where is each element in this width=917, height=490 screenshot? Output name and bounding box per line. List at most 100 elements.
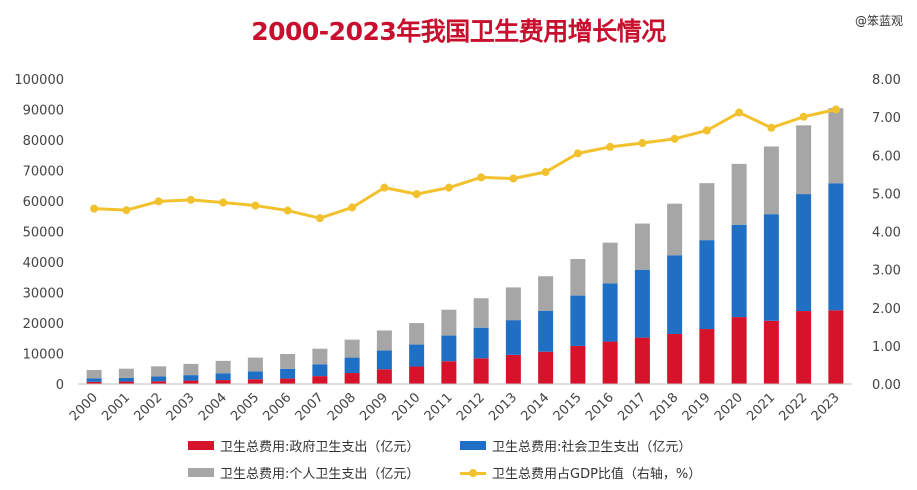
bar-segment-social <box>634 269 650 338</box>
bar-segment-social <box>312 364 328 377</box>
gdp-ratio-point <box>799 112 808 121</box>
legend-label-government: 卫生总费用:政府卫生支出（亿元） <box>220 440 420 455</box>
chart-title: 2000-2023年我国卫生费用增长情况 <box>251 17 666 46</box>
bar-segment-personal <box>699 183 715 241</box>
legend-item-personal: 卫生总费用:个人卫生支出（亿元） <box>188 463 460 482</box>
legend-label-gdp-ratio: 卫生总费用占GDP比值（右轴，%） <box>492 467 702 482</box>
bar-segment-personal <box>247 357 263 372</box>
x-tick-label: 2010 <box>389 390 423 424</box>
left-tick-label: 30000 <box>23 287 64 302</box>
bar-segment-social <box>763 214 779 321</box>
x-tick-label: 2018 <box>647 390 681 424</box>
bar-segment-social <box>699 240 715 330</box>
bar-segment-government <box>312 376 328 384</box>
legend-swatch-social <box>460 441 486 450</box>
bar-segment-social <box>796 194 812 312</box>
bar-segment-government <box>473 358 489 384</box>
gdp-ratio-point <box>541 168 550 177</box>
bar-segment-social <box>151 376 167 382</box>
gdp-ratio-point <box>219 198 228 207</box>
bar-segment-social <box>118 377 134 382</box>
bar-segment-government <box>247 379 263 384</box>
bar-segment-personal <box>505 287 521 321</box>
x-tick-label: 2012 <box>454 390 488 424</box>
gdp-ratio-point <box>573 149 582 158</box>
x-tick-label: 2009 <box>357 390 391 424</box>
gdp-ratio-point <box>702 126 711 135</box>
bar-segment-personal <box>538 276 554 311</box>
x-tick-label: 2022 <box>776 390 810 424</box>
left-axis: 0 10000 20000 30000 40000 50000 60000 70000 8000… <box>14 73 64 393</box>
x-tick-label: 2019 <box>680 390 714 424</box>
bar-segment-personal <box>570 259 586 296</box>
right-tick-label: 7.00 <box>872 111 901 126</box>
gdp-ratio-point <box>122 206 131 215</box>
gdp-ratio-point <box>315 214 324 223</box>
x-tick-label: 2016 <box>583 390 617 424</box>
gdp-ratio-line <box>94 108 837 220</box>
gdp-ratio-point <box>90 204 99 213</box>
legend-item-gdp-ratio: 卫生总费用占GDP比值（右轴，%） <box>460 463 748 482</box>
x-tick-label: 2014 <box>518 390 552 424</box>
bar-segment-government <box>280 378 296 384</box>
x-tick-label: 2005 <box>228 390 262 424</box>
legend-swatch-government <box>188 441 214 450</box>
gdp-ratio-point <box>735 108 744 117</box>
gdp-ratio-point <box>412 190 421 199</box>
left-tick-label: 20000 <box>23 317 64 332</box>
gdp-ratio-point <box>251 201 260 210</box>
x-tick-label: 2013 <box>486 390 520 424</box>
x-tick-label: 2000 <box>67 390 101 424</box>
bar-segment-government <box>441 361 457 384</box>
x-axis: 2000200120022003200420052006200720082009… <box>67 383 852 424</box>
legend-label-social: 卫生总费用:社会卫生支出（亿元） <box>492 440 692 455</box>
legend-swatch-personal <box>188 468 214 477</box>
right-tick-label: 0.00 <box>872 378 901 393</box>
bar-segment-personal <box>86 370 102 379</box>
bar-segment-personal <box>667 203 683 256</box>
bar-segment-government <box>151 381 167 384</box>
gdp-ratio-point <box>606 142 615 151</box>
gdp-ratio-point <box>767 123 776 132</box>
bar-segment-personal <box>602 242 618 284</box>
x-tick-label: 2020 <box>712 390 746 424</box>
bar-segment-personal <box>183 363 199 376</box>
bar-segment-personal <box>634 223 650 270</box>
x-tick-label: 2021 <box>744 390 778 424</box>
bar-segment-personal <box>473 298 489 328</box>
left-tick-label: 60000 <box>23 195 64 210</box>
right-tick-label: 2.00 <box>872 302 901 317</box>
bar-segment-personal <box>344 339 360 358</box>
bar-segment-social <box>215 373 231 381</box>
left-tick-label: 100000 <box>14 73 64 88</box>
gdp-ratio-point <box>444 183 453 192</box>
bar-segment-social <box>376 350 392 370</box>
right-tick-label: 4.00 <box>872 226 901 241</box>
bar-segment-government <box>215 380 231 384</box>
bar-segment-government <box>763 320 779 384</box>
bar-segment-personal <box>828 108 844 184</box>
bar-segment-government <box>409 366 425 384</box>
legend: 卫生总费用:政府卫生支出（亿元） 卫生总费用:社会卫生支出（亿元） 卫生总费用:… <box>188 436 748 482</box>
x-tick-label: 2004 <box>196 390 230 424</box>
bar-segment-social <box>570 295 586 346</box>
x-tick-label: 2008 <box>325 390 359 424</box>
bar-segment-social <box>731 224 747 318</box>
bar-segment-social <box>538 310 554 352</box>
bar-segment-social <box>441 335 457 362</box>
right-tick-label: 1.00 <box>872 340 901 355</box>
x-tick-label: 2001 <box>99 390 133 424</box>
bar-segment-social <box>183 375 199 381</box>
bar-segment-government <box>796 311 812 384</box>
gdp-ratio-point <box>509 174 518 183</box>
bar-segment-personal <box>215 360 231 374</box>
bar-segment-personal <box>151 366 167 377</box>
x-tick-label: 2003 <box>164 390 198 424</box>
x-tick-label: 2011 <box>422 390 456 424</box>
legend-item-government: 卫生总费用:政府卫生支出（亿元） <box>188 436 460 455</box>
bar-segment-personal <box>731 163 747 225</box>
left-tick-label: 10000 <box>23 348 64 363</box>
bar-segment-personal <box>118 368 134 378</box>
bar-segment-personal <box>280 353 296 369</box>
